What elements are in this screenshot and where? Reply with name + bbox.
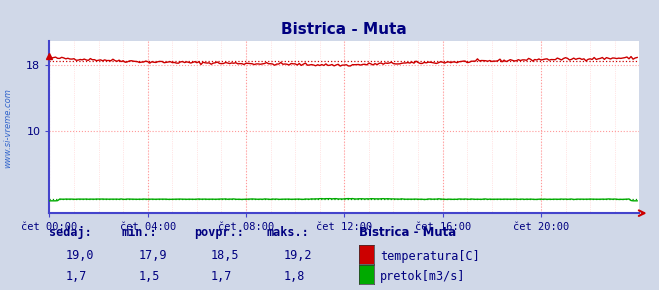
Text: Bistrica - Muta: Bistrica - Muta	[359, 226, 457, 239]
Text: 19,0: 19,0	[66, 249, 94, 262]
Text: sedaj:: sedaj:	[49, 226, 92, 239]
Text: 1,8: 1,8	[283, 270, 304, 283]
Text: 1,7: 1,7	[211, 270, 232, 283]
Text: 18,5: 18,5	[211, 249, 239, 262]
Text: temperatura[C]: temperatura[C]	[380, 250, 480, 263]
Text: maks.:: maks.:	[267, 226, 310, 239]
Text: 19,2: 19,2	[283, 249, 312, 262]
Text: pretok[m3/s]: pretok[m3/s]	[380, 271, 466, 283]
Title: Bistrica - Muta: Bistrica - Muta	[281, 22, 407, 37]
Text: povpr.:: povpr.:	[194, 226, 244, 239]
Text: 1,5: 1,5	[138, 270, 159, 283]
Text: 1,7: 1,7	[66, 270, 87, 283]
Text: min.:: min.:	[122, 226, 158, 239]
Text: www.si-vreme.com: www.si-vreme.com	[3, 88, 13, 168]
Text: 17,9: 17,9	[138, 249, 167, 262]
